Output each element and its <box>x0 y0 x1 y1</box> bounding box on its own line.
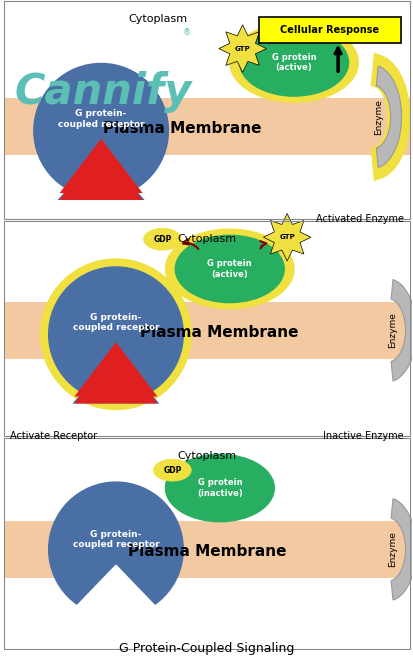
Polygon shape <box>57 150 144 200</box>
Text: Ligand: Ligand <box>84 206 118 214</box>
Text: Enzyme: Enzyme <box>388 532 396 568</box>
Bar <box>4 1 409 219</box>
Text: GTP: GTP <box>279 235 294 240</box>
Text: Enzyme: Enzyme <box>373 99 382 135</box>
Text: G protein-
coupled receptor: G protein- coupled receptor <box>58 109 144 129</box>
Text: Enzyme: Enzyme <box>388 312 396 348</box>
Ellipse shape <box>229 23 357 102</box>
Polygon shape <box>218 25 266 72</box>
Bar <box>4 521 409 578</box>
FancyBboxPatch shape <box>259 17 399 43</box>
Text: ®: ® <box>182 28 190 37</box>
Circle shape <box>40 259 191 409</box>
Bar <box>4 221 409 436</box>
Text: Plasma Membrane: Plasma Membrane <box>128 544 285 559</box>
Text: G Protein-Coupled Signaling: G Protein-Coupled Signaling <box>119 643 294 655</box>
Polygon shape <box>390 280 413 381</box>
Text: Plasma Membrane: Plasma Membrane <box>140 325 298 340</box>
Polygon shape <box>263 214 310 261</box>
Polygon shape <box>59 146 142 200</box>
Bar <box>4 438 409 649</box>
Text: Inactive Enzyme: Inactive Enzyme <box>323 431 403 441</box>
Text: Plasma Membrane: Plasma Membrane <box>103 122 261 136</box>
Ellipse shape <box>165 229 293 309</box>
Polygon shape <box>390 499 413 600</box>
Text: G protein
(inactive): G protein (inactive) <box>197 478 242 498</box>
Ellipse shape <box>165 455 274 522</box>
Polygon shape <box>375 66 401 168</box>
Text: Cytoplasm: Cytoplasm <box>128 14 187 24</box>
Text: G protein
(active): G protein (active) <box>271 53 316 72</box>
Circle shape <box>49 267 183 401</box>
Text: G protein
(active): G protein (active) <box>207 260 252 279</box>
Text: GTP: GTP <box>234 45 250 52</box>
Text: Activate Receptor: Activate Receptor <box>10 431 97 441</box>
Text: Cytoplasm: Cytoplasm <box>177 451 236 461</box>
Polygon shape <box>66 565 165 617</box>
Text: Cellular Response: Cellular Response <box>280 25 379 35</box>
Polygon shape <box>59 139 142 193</box>
Ellipse shape <box>175 235 283 303</box>
Text: G protein-
coupled receptor: G protein- coupled receptor <box>72 530 159 549</box>
Text: GDP: GDP <box>153 235 171 244</box>
Text: Cannify: Cannify <box>14 71 191 113</box>
Polygon shape <box>376 60 404 173</box>
Text: GDP: GDP <box>163 466 181 475</box>
Polygon shape <box>74 342 157 397</box>
Polygon shape <box>72 354 159 403</box>
Circle shape <box>49 482 183 617</box>
Text: G protein-
coupled receptor: G protein- coupled receptor <box>72 313 159 332</box>
Ellipse shape <box>153 459 191 481</box>
Polygon shape <box>74 349 157 403</box>
Text: Activated Enzyme: Activated Enzyme <box>315 214 403 224</box>
Text: Cytoplasm: Cytoplasm <box>177 234 236 244</box>
Ellipse shape <box>143 229 181 250</box>
Text: Ligand: Ligand <box>97 409 131 418</box>
Ellipse shape <box>239 29 348 96</box>
Bar <box>4 302 409 359</box>
Bar <box>66 615 165 657</box>
Circle shape <box>34 64 168 198</box>
Bar <box>4 98 409 156</box>
